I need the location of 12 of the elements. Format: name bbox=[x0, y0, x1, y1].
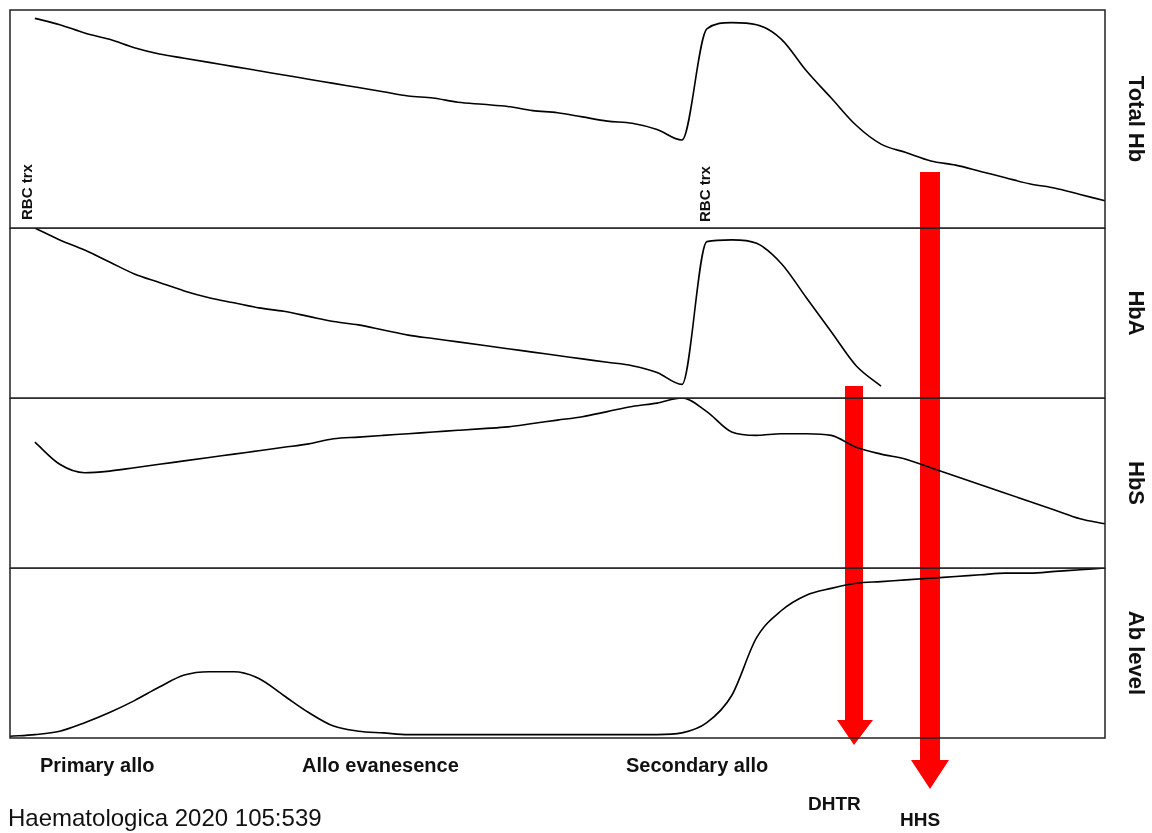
annotation: RBC trx bbox=[18, 163, 35, 220]
text: HHS bbox=[900, 809, 941, 830]
text: DHTR bbox=[808, 793, 862, 814]
y-axis-title: HbA bbox=[1123, 290, 1149, 336]
annotation: RBC trx bbox=[696, 165, 713, 222]
y-axis-title: Ab level bbox=[1123, 610, 1149, 696]
text: Haematologica 2020 105:539 bbox=[8, 804, 322, 831]
text: Allo evanesence bbox=[302, 754, 459, 776]
text: Secondary allo bbox=[626, 754, 769, 776]
y-axis-title: HbS bbox=[1123, 461, 1149, 505]
text: Primary allo bbox=[40, 754, 155, 776]
y-axis-title: Total Hb bbox=[1123, 75, 1149, 163]
